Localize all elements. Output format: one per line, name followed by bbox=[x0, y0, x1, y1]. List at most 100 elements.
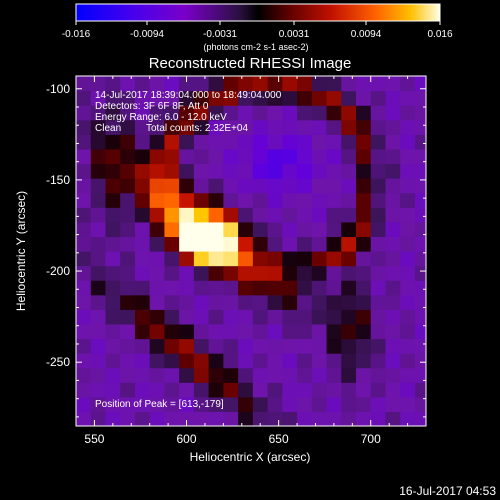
heatmap-cell bbox=[414, 192, 426, 208]
heatmap-cell bbox=[193, 76, 210, 92]
heatmap-cell bbox=[238, 367, 254, 383]
heatmap-cell bbox=[164, 338, 180, 354]
heatmap-cell bbox=[134, 119, 151, 135]
heatmap-cell bbox=[267, 221, 283, 238]
heatmap-cell bbox=[149, 323, 166, 340]
heatmap-cell bbox=[267, 76, 283, 92]
heatmap-cell bbox=[223, 119, 239, 135]
heatmap-cell bbox=[193, 411, 210, 426]
heatmap-cell bbox=[385, 221, 401, 238]
heatmap-cell bbox=[356, 367, 372, 383]
heatmap-cell bbox=[76, 192, 92, 208]
heatmap-cell bbox=[90, 338, 107, 354]
heatmap-cell bbox=[179, 90, 195, 106]
heatmap-cell bbox=[252, 192, 269, 208]
heatmap-cell bbox=[414, 207, 426, 223]
heatmap-cell bbox=[385, 382, 401, 398]
heatmap-cell bbox=[252, 76, 269, 92]
heatmap-cell bbox=[282, 221, 298, 238]
heatmap-cell bbox=[267, 163, 283, 179]
heatmap-cell bbox=[400, 163, 416, 179]
heatmap-cell bbox=[90, 192, 107, 208]
heatmap-cell bbox=[252, 134, 269, 150]
heatmap-cell bbox=[105, 353, 121, 369]
heatmap-cell bbox=[385, 323, 401, 340]
heatmap-cell bbox=[356, 134, 372, 150]
heatmap-cell bbox=[297, 367, 313, 383]
heatmap-cell bbox=[267, 382, 283, 398]
heatmap-cell bbox=[90, 323, 107, 340]
heatmap-cell bbox=[400, 207, 416, 223]
heatmap-cell bbox=[297, 163, 313, 179]
heatmap-cell bbox=[208, 178, 224, 194]
heatmap-cell bbox=[341, 148, 357, 165]
heatmap-cell bbox=[385, 411, 401, 426]
plot-frame bbox=[75, 75, 427, 427]
heatmap-cell bbox=[370, 251, 387, 267]
heatmap-cell bbox=[105, 338, 121, 354]
heatmap-cell bbox=[179, 323, 195, 340]
heatmap-cell bbox=[341, 323, 357, 340]
heatmap-cell bbox=[120, 105, 136, 121]
heatmap-cell bbox=[341, 294, 357, 310]
heatmap-cell bbox=[356, 323, 372, 340]
heatmap-cell bbox=[193, 178, 210, 194]
heatmap-cell bbox=[341, 192, 357, 208]
heatmap-cell bbox=[238, 280, 254, 296]
footer-timestamp: 16-Jul-2017 04:53 bbox=[399, 484, 496, 498]
heatmap-cell bbox=[414, 178, 426, 194]
heatmap-cell bbox=[223, 251, 239, 267]
heatmap-cell bbox=[208, 396, 224, 413]
heatmap-cell bbox=[120, 178, 136, 194]
heatmap-cell bbox=[149, 207, 166, 223]
heatmap-cell bbox=[76, 265, 92, 281]
heatmap-cell bbox=[238, 294, 254, 310]
heatmap-cell bbox=[370, 382, 387, 398]
heatmap-cell bbox=[282, 105, 298, 121]
heatmap-cell bbox=[149, 411, 166, 426]
heatmap-cell bbox=[297, 338, 313, 354]
heatmap-cell bbox=[326, 178, 342, 194]
heatmap-cell bbox=[164, 294, 180, 310]
heatmap-cell bbox=[297, 382, 313, 398]
heatmap-cell bbox=[193, 396, 210, 413]
heatmap-cell bbox=[356, 192, 372, 208]
heatmap-cell bbox=[311, 76, 328, 92]
heatmap-cell bbox=[414, 221, 426, 238]
heatmap-cell bbox=[149, 76, 166, 92]
heatmap-cell bbox=[134, 280, 151, 296]
heatmap-cell bbox=[356, 396, 372, 413]
heatmap-cell bbox=[179, 396, 195, 413]
heatmap-cell bbox=[179, 411, 195, 426]
heatmap-cell bbox=[267, 119, 283, 135]
heatmap-cell bbox=[341, 265, 357, 281]
heatmap-cell bbox=[238, 192, 254, 208]
heatmap-cell bbox=[223, 134, 239, 150]
heatmap-cell bbox=[326, 119, 342, 135]
heatmap-cell bbox=[356, 163, 372, 179]
heatmap-cell bbox=[238, 265, 254, 281]
heatmap-cell bbox=[252, 338, 269, 354]
x-tick-label: 700 bbox=[361, 432, 381, 446]
annotation-total-counts: Total counts: 2.32E+04 bbox=[146, 123, 248, 134]
heatmap-cell bbox=[208, 163, 224, 179]
heatmap-cell bbox=[311, 338, 328, 354]
heatmap-cell bbox=[105, 323, 121, 340]
heatmap-cell bbox=[120, 411, 136, 426]
axis-ticks bbox=[75, 76, 427, 426]
heatmap-cell bbox=[120, 163, 136, 179]
heatmap-cell bbox=[311, 265, 328, 281]
heatmap-cell bbox=[134, 163, 151, 179]
heatmap-cell bbox=[414, 163, 426, 179]
heatmap-cell bbox=[238, 251, 254, 267]
heatmap-cell bbox=[120, 134, 136, 150]
colorbar-tick-2: -0.0031 bbox=[203, 29, 237, 40]
heatmap-cell bbox=[76, 221, 92, 238]
heatmap-cell bbox=[105, 367, 121, 383]
heatmap-cell bbox=[252, 251, 269, 267]
heatmap-cell bbox=[120, 192, 136, 208]
heatmap-cell bbox=[134, 411, 151, 426]
colorbar bbox=[75, 3, 441, 22]
heatmap-cell bbox=[208, 119, 224, 135]
heatmap-cell bbox=[193, 221, 210, 238]
